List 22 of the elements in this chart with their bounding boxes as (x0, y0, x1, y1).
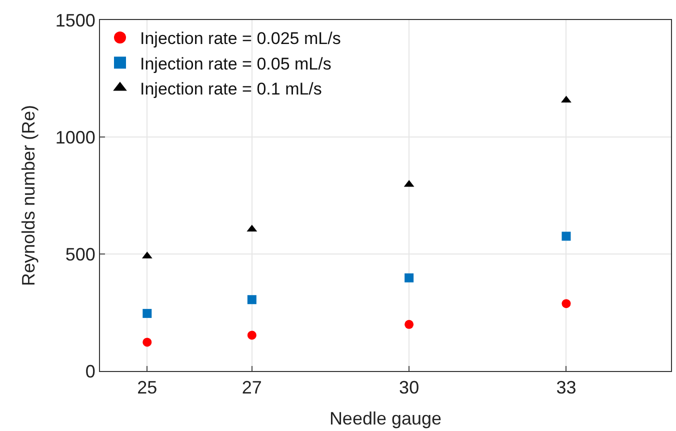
point (404, 320, 414, 329)
point (561, 96, 572, 103)
point (562, 232, 571, 241)
x-axis-title: Needle gauge (329, 408, 442, 429)
point (247, 330, 256, 340)
x-tick-label: 30 (399, 378, 420, 398)
legend-label: Injection rate = 0.05 mL/s (140, 54, 332, 74)
point (142, 308, 152, 318)
point (404, 273, 414, 282)
point (247, 295, 256, 304)
point (562, 299, 571, 308)
y-tick-label: 1000 (55, 127, 96, 148)
x-tick-label: 33 (556, 378, 576, 398)
legend-label: Injection rate = 0.1 mL/s (140, 79, 322, 98)
y-tick-label: 0 (85, 361, 96, 382)
point (142, 338, 152, 347)
legend-label: Injection rate = 0.025 mL/s (140, 29, 341, 48)
y-tick-label: 1500 (55, 10, 96, 30)
x-tick-label: 25 (137, 378, 158, 398)
x-tick-label: 27 (242, 378, 262, 398)
y-tick-label: 500 (65, 244, 96, 264)
y-axis-title: Reynolds number (Re) (18, 104, 39, 286)
